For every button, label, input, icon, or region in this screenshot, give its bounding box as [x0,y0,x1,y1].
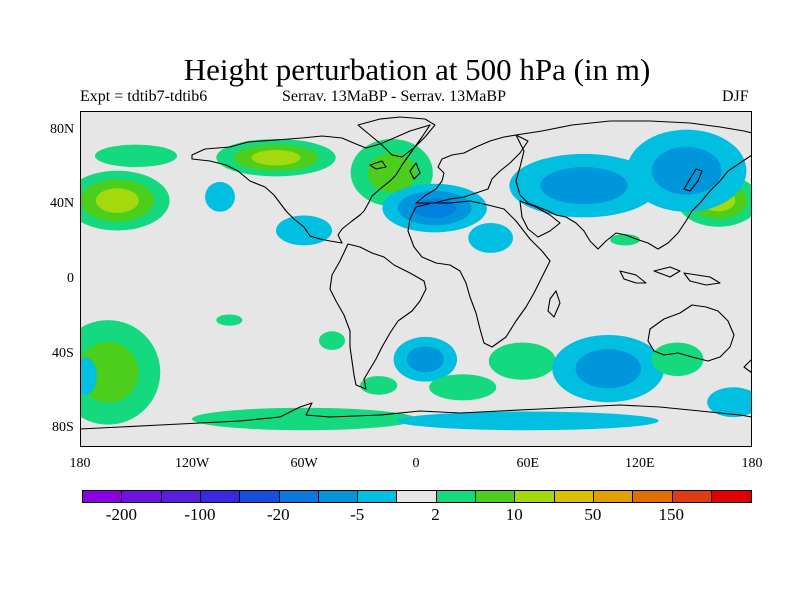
anomaly-18-level-1 [575,349,641,389]
anomaly-13-level-0 [80,357,97,395]
colorbar-box [160,490,202,503]
colorbar-box [396,490,438,503]
x-tick-label: 60W [290,456,318,471]
anomaly-16-level-1 [406,346,444,373]
y-tick-label: 40N [50,196,75,212]
colorbar-box [357,490,399,503]
colorbar-box [317,490,359,503]
coast-new-zealand [743,358,752,374]
coastlines [80,116,752,447]
y-tick-label: 0 [67,271,74,286]
colorbar-box [592,490,634,503]
colorbar-box [82,490,123,503]
colorbar-box [710,490,752,503]
anomaly-3-level-0 [94,144,178,167]
anomaly-15-level-0 [318,331,346,350]
colorbar-box [199,490,241,503]
plot-title: Height perturbation at 500 hPa (in m) [183,52,651,87]
colorbar-label: -100 [184,505,216,524]
anomaly-24-level-0 [707,387,752,418]
colorbar-label: -5 [350,505,365,524]
x-tick-label: 0 [412,456,420,471]
coast-asia [515,120,752,250]
anomaly-21-level-0 [360,376,398,395]
coast-iceland [369,160,387,170]
coast-africa [407,200,551,348]
experiment-label: Expt = tdtib7-tdtib6 [80,88,208,105]
anomaly-17-level-0 [488,342,556,380]
x-tick-label: 180 [69,456,91,471]
coast-australia [647,304,735,362]
colorbar-box [278,490,320,503]
coast-british-isles [409,162,421,180]
colorbar-box [475,490,516,503]
anomaly-23-level-0 [397,411,659,431]
anomaly-19-level-0 [651,342,704,377]
coast-indonesia [619,266,721,286]
case-label: Serrav. 13MaBP - Serrav. 13MaBP [282,88,506,105]
anomaly-10-level-0 [468,223,514,253]
x-tick-label: 60E [516,456,540,471]
anomaly-contours [80,129,752,431]
coast-madagascar [547,290,561,318]
colorbar-box [514,490,556,503]
colorbar-label: 50 [584,505,602,524]
coast-greenland [357,116,436,158]
anomaly-9-level-0 [205,181,235,212]
anomaly-0-level-2 [95,188,139,213]
anomaly-20-level-0 [429,374,497,401]
coast-arabia [519,200,561,238]
coast-north-america [191,124,431,244]
y-tick-label: 80S [52,420,74,436]
colorbar-label: -200 [105,505,137,524]
anomaly-6-level-1 [540,167,628,205]
height-perturbation-map [80,116,752,447]
colorbar-box [671,490,713,503]
colorbar-label: -20 [267,505,290,524]
anomaly-11-level-0 [610,234,640,246]
colorbar-label: 2 [431,505,440,524]
coast-europe [415,134,529,204]
map-panel [80,111,752,447]
colorbar-box [435,490,477,503]
coast-antarctica [80,402,752,447]
colorbar-label: 10 [505,505,523,524]
colorbar-box [632,490,674,503]
anomaly-4-level-1 [367,153,416,193]
x-tick-label: 120E [625,456,655,471]
anomaly-12-level-1 [80,341,139,403]
y-tick-label: 80N [50,121,75,137]
anomaly-5-level-2 [413,198,457,219]
anomaly-7-level-1 [651,146,722,195]
anomaly-2-level-2 [251,149,301,166]
coast-south-america [329,243,427,390]
anomaly-22-level-0 [192,407,416,431]
x-tick-label: 120W [175,456,210,471]
coast-japan [683,168,703,192]
colorbar-label: 150 [658,505,685,524]
x-tick-label: 180 [741,456,763,471]
season-label: DJF [722,88,749,105]
anomaly-14-level-0 [216,314,243,326]
anomaly-8-level-0 [276,215,332,246]
colorbar-box [239,490,281,503]
colorbar-box [553,490,595,503]
y-tick-label: 40S [52,345,74,361]
colorbar-box [121,490,163,503]
